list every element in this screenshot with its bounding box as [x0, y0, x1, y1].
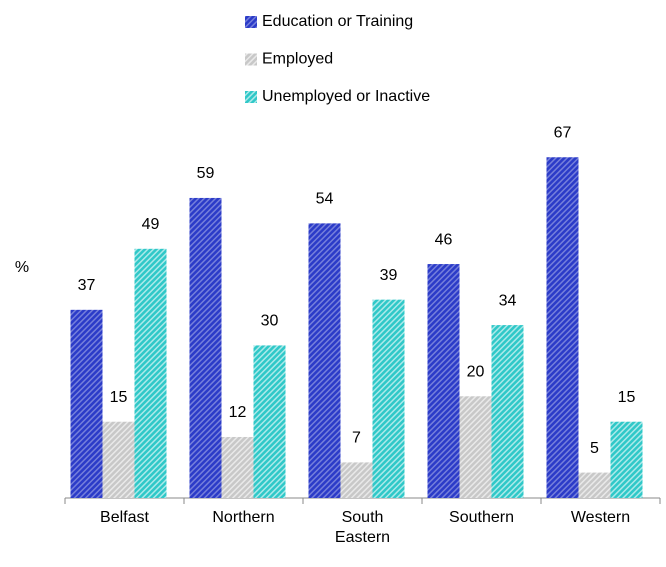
data-label: 46	[435, 231, 453, 248]
data-label: 37	[78, 277, 96, 294]
data-label: 30	[261, 313, 279, 330]
bar	[610, 421, 643, 498]
bar	[491, 325, 524, 498]
x-tick-label: Southern	[449, 509, 514, 526]
x-tick-label: South Eastern	[335, 509, 390, 546]
bar	[253, 345, 286, 498]
bar	[189, 197, 222, 498]
legend-swatch	[245, 91, 257, 103]
data-label: 67	[554, 124, 572, 141]
x-tick-label: Western	[571, 509, 630, 526]
data-label: 15	[618, 389, 636, 406]
data-label: 5	[590, 440, 599, 457]
data-label: 59	[197, 165, 215, 182]
x-tick-label: Northern	[212, 509, 274, 526]
legend-label: Education or Training	[262, 13, 413, 30]
bar	[134, 248, 167, 498]
bar	[70, 309, 103, 498]
y-axis-label: %	[15, 259, 29, 276]
bar	[221, 436, 254, 498]
bar	[308, 223, 341, 498]
legend-swatch	[245, 16, 257, 28]
bar	[459, 396, 492, 498]
bar	[578, 472, 611, 498]
bar	[372, 299, 405, 498]
bar	[546, 157, 579, 498]
data-label: 15	[110, 389, 128, 406]
legend-label: Employed	[262, 51, 333, 68]
legend-swatch	[245, 53, 257, 66]
data-label: 34	[499, 292, 517, 309]
data-label: 49	[142, 216, 160, 233]
x-tick-label: Belfast	[100, 509, 149, 526]
legend-label: Unemployed or Inactive	[262, 88, 430, 105]
data-label: 54	[316, 191, 334, 208]
bar	[102, 421, 135, 498]
bar	[340, 462, 373, 498]
data-label: 12	[229, 404, 247, 421]
data-label: 7	[352, 430, 361, 447]
data-label: 39	[380, 267, 398, 284]
bar	[427, 264, 460, 498]
data-label: 20	[467, 364, 485, 381]
